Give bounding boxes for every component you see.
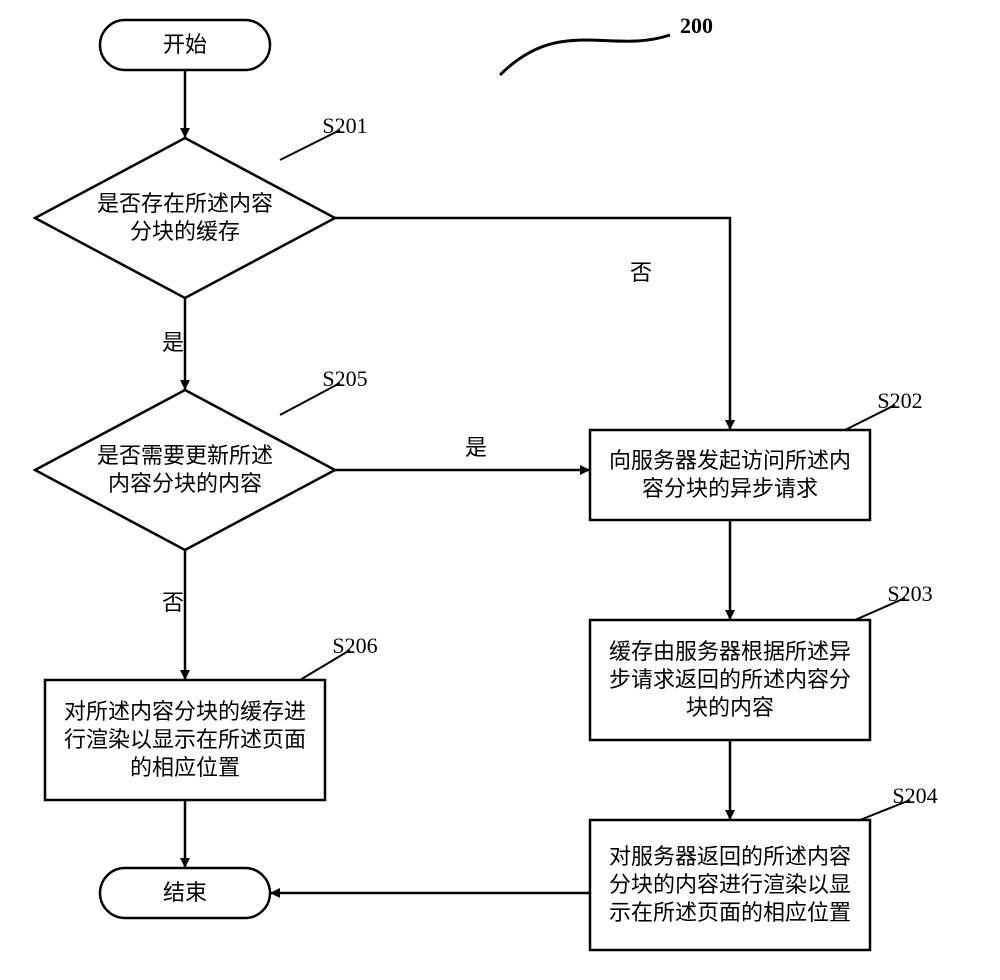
s201-line-0: 是否存在所述内容 xyxy=(97,191,273,216)
s206-line-1: 行渲染以显示在所述页面 xyxy=(64,727,306,752)
s201-label: S201 xyxy=(322,113,367,138)
s203-label: S203 xyxy=(887,581,932,606)
s205-line-0: 是否需要更新所述 xyxy=(97,443,273,468)
s204-label: S204 xyxy=(892,783,937,808)
s205-label: S205 xyxy=(322,366,367,391)
s203-line-0: 缓存由服务器根据所述异 xyxy=(609,639,851,664)
edge-1-label: 是 xyxy=(162,330,184,355)
start-text: 开始 xyxy=(163,32,207,57)
s202-label: S202 xyxy=(877,388,922,413)
s202-node xyxy=(590,430,870,520)
s203-line-2: 块的内容 xyxy=(686,695,774,720)
figure-number: 200 xyxy=(680,13,713,38)
edge-4-label: 是 xyxy=(465,435,487,460)
s206-label: S206 xyxy=(332,633,377,658)
s201-line-1: 分块的缓存 xyxy=(130,219,240,244)
s202-line-0: 向服务器发起访问所述内 xyxy=(609,448,851,473)
s201-node xyxy=(35,138,335,298)
s204-line-2: 示在所述页面的相应位置 xyxy=(609,900,851,925)
s206-line-2: 的相应位置 xyxy=(130,755,240,780)
flowchart-canvas: 开始是否存在所述内容分块的缓存是否需要更新所述内容分块的内容对所述内容分块的缓存… xyxy=(0,0,1000,980)
s205-line-1: 内容分块的内容 xyxy=(108,471,262,496)
s203-line-1: 步请求返回的所述内容分 xyxy=(609,667,851,692)
s204-line-1: 分块的内容进行渲染以显 xyxy=(609,872,851,897)
edge-3-label: 否 xyxy=(162,590,184,615)
s206-line-0: 对所述内容分块的缓存进 xyxy=(64,699,306,724)
end-text: 结束 xyxy=(163,880,207,905)
edge-2 xyxy=(335,218,730,430)
s205-node xyxy=(35,390,335,550)
s204-line-0: 对服务器返回的所述内容 xyxy=(609,844,851,869)
s202-line-1: 容分块的异步请求 xyxy=(642,476,818,501)
figure-curve xyxy=(500,35,670,75)
edge-2-label: 否 xyxy=(630,260,652,285)
